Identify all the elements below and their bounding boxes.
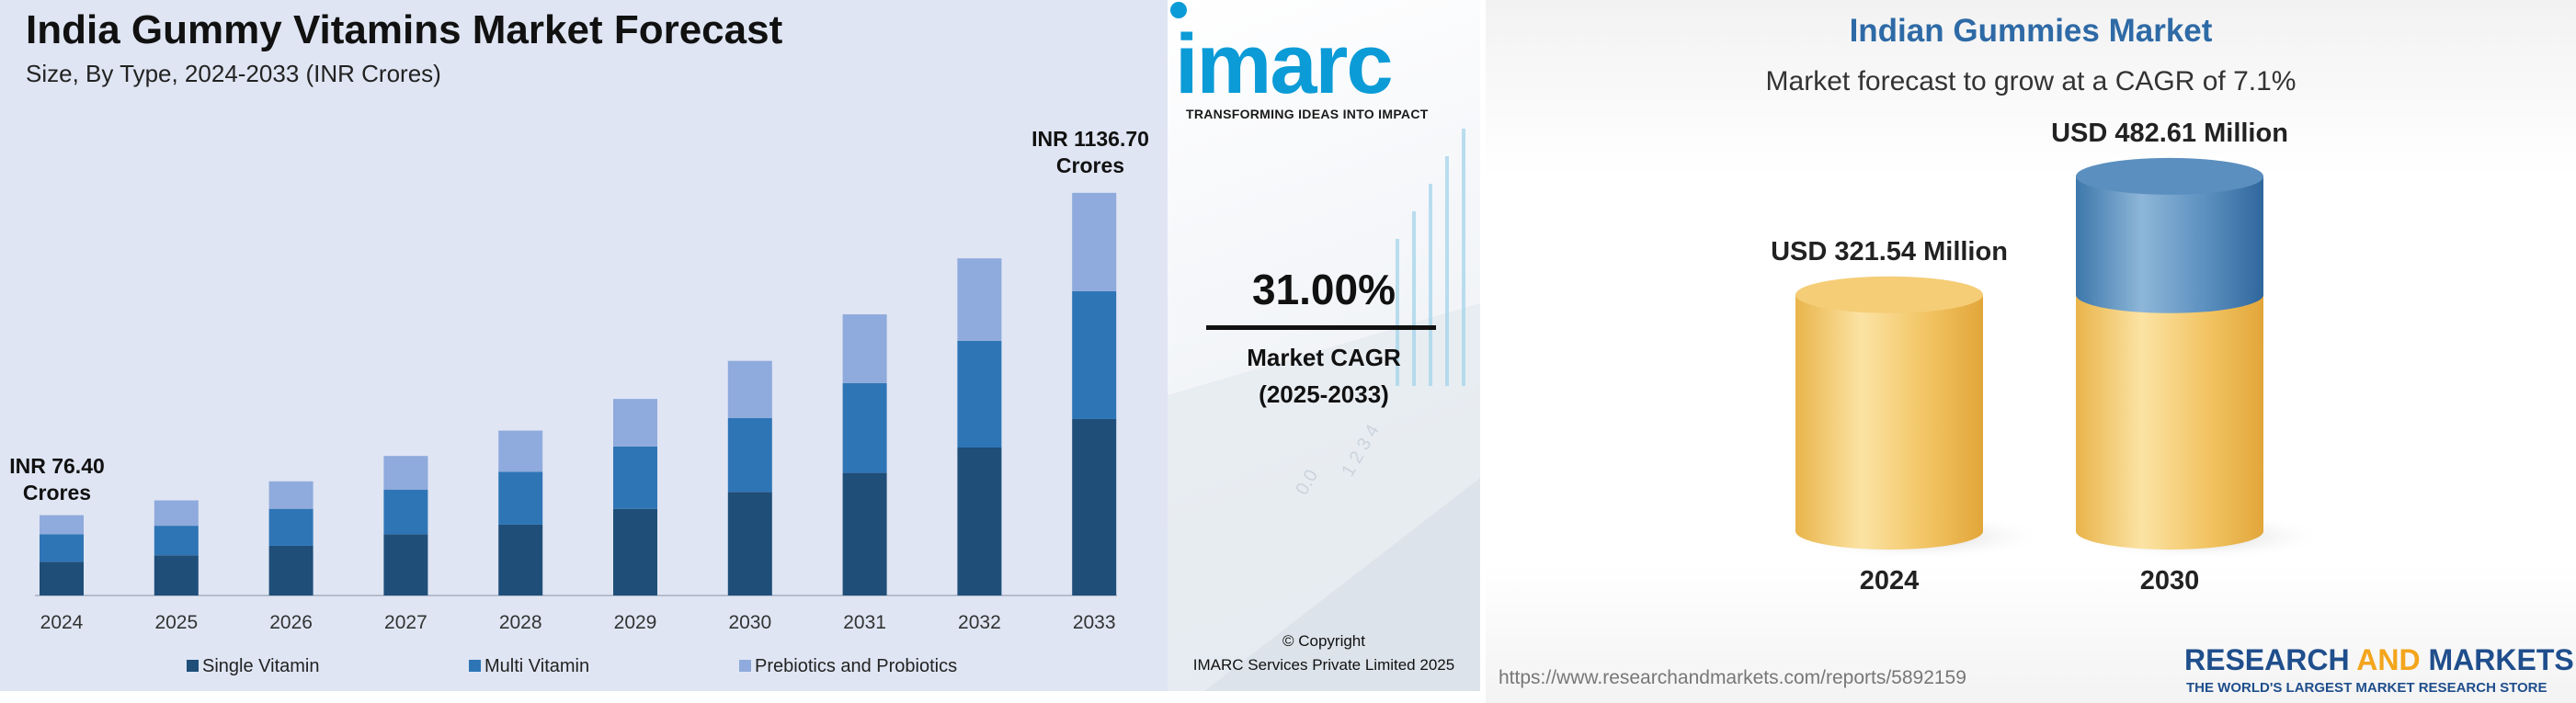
brand-tagline: THE WORLD'S LARGEST MARKET RESEARCH STOR… bbox=[2186, 680, 2548, 696]
legend-swatch-1 bbox=[469, 660, 481, 672]
start-value-callout-line1: INR 76.40 bbox=[9, 454, 105, 478]
bar-2025-series-2 bbox=[154, 500, 199, 527]
bar-2031-series-2 bbox=[842, 314, 887, 383]
x-tick-label: 2031 bbox=[843, 612, 886, 633]
bar-2025-series-1 bbox=[154, 526, 199, 556]
legend-swatch-2 bbox=[739, 660, 751, 672]
bar-2033-series-1 bbox=[1072, 290, 1117, 419]
research-and-markets-logo: RESEARCH AND MARKETS bbox=[2184, 643, 2574, 677]
bar-2033-series-2 bbox=[1072, 192, 1117, 291]
left-panel: India Gummy Vitamins Market Forecast Siz… bbox=[0, 0, 1168, 691]
bar-2026-series-0 bbox=[268, 545, 313, 595]
cagr-value: 31.00% bbox=[1251, 266, 1396, 313]
bar-2033-series-0 bbox=[1072, 418, 1117, 595]
legend-swatch-0 bbox=[187, 660, 199, 672]
bar-2028-series-2 bbox=[498, 430, 543, 472]
bar-2030-series-1 bbox=[727, 417, 772, 493]
x-tick-label: 2026 bbox=[269, 612, 313, 633]
legend-label-1: Multi Vitamin bbox=[484, 656, 589, 676]
bar-2031-series-0 bbox=[842, 472, 887, 595]
bar-2032-series-1 bbox=[957, 340, 1002, 448]
cylinder-top-2024 bbox=[1795, 276, 1983, 313]
year-label-2024: 2024 bbox=[1860, 566, 1920, 595]
imarc-tagline: TRANSFORMING IDEAS INTO IMPACT bbox=[1186, 107, 1429, 121]
x-tick-label: 2028 bbox=[499, 612, 542, 633]
copyright-line1: © Copyright bbox=[1282, 632, 1365, 650]
bar-2028-series-0 bbox=[498, 524, 543, 595]
bar-2031-series-1 bbox=[842, 382, 887, 473]
cagr-label: Market CAGR bbox=[1247, 344, 1401, 371]
x-tick-label: 2024 bbox=[40, 612, 84, 633]
start-value-callout-line2: Crores bbox=[23, 481, 91, 505]
cagr-divider bbox=[1206, 325, 1436, 330]
x-tick-label: 2032 bbox=[958, 612, 1001, 633]
x-tick-label: 2033 bbox=[1073, 612, 1116, 633]
bar-2024-series-2 bbox=[40, 515, 84, 535]
brand-text-and: AND bbox=[2356, 643, 2421, 676]
end-value-callout-line1: INR 1136.70 bbox=[1032, 127, 1149, 151]
bar-2032-series-0 bbox=[957, 448, 1002, 595]
bar-2029-series-1 bbox=[613, 446, 657, 509]
value-label-2030: USD 482.61 Million bbox=[2051, 119, 2288, 148]
legend-label-2: Prebiotics and Probiotics bbox=[755, 656, 957, 676]
bar-2025-series-0 bbox=[154, 555, 199, 595]
bar-2030-series-0 bbox=[727, 492, 772, 595]
right-panel: Indian Gummies Market Market forecast to… bbox=[1486, 0, 2576, 703]
bar-2032-series-2 bbox=[957, 258, 1002, 341]
logo-dot bbox=[1170, 2, 1187, 18]
source-url[interactable]: https://www.researchandmarkets.com/repor… bbox=[1499, 667, 1966, 688]
right-subtitle: Market forecast to grow at a CAGR of 7.1… bbox=[1765, 66, 2297, 96]
decor-background: 0.0 1 2 3 4 bbox=[1168, 129, 1480, 691]
bar-2030-series-2 bbox=[727, 360, 772, 418]
year-label-2030: 2030 bbox=[2140, 566, 2200, 595]
chart-title: India Gummy Vitamins Market Forecast bbox=[26, 7, 783, 52]
bar-2024-series-1 bbox=[40, 534, 84, 562]
bar-2028-series-1 bbox=[498, 471, 543, 525]
x-tick-label: 2025 bbox=[154, 612, 198, 633]
cagr-period: (2025-2033) bbox=[1259, 380, 1389, 408]
cylinder-top-2030 bbox=[2076, 157, 2263, 195]
x-tick-label: 2030 bbox=[728, 612, 771, 633]
bar-2026-series-1 bbox=[268, 508, 313, 546]
x-tick-label: 2029 bbox=[614, 612, 657, 633]
bar-2027-series-1 bbox=[383, 490, 428, 535]
bar-2027-series-2 bbox=[383, 456, 428, 490]
bar-2027-series-0 bbox=[383, 534, 428, 595]
imarc-logo: imarc bbox=[1175, 17, 1393, 111]
end-value-callout-line2: Crores bbox=[1056, 153, 1124, 177]
middle-panel: 0.0 1 2 3 4 imarc TRANSFORMING IDEAS INT… bbox=[1168, 0, 1480, 691]
right-title: Indian Gummies Market bbox=[1849, 13, 2213, 49]
cylinder-base-2024 bbox=[1795, 294, 1983, 550]
value-label-2024: USD 321.54 Million bbox=[1771, 237, 2008, 266]
x-tick-label: 2027 bbox=[384, 612, 427, 633]
cylinder-growth-2030 bbox=[2076, 176, 2263, 313]
bar-2024-series-0 bbox=[40, 561, 84, 595]
brand-text-markets: MARKETS bbox=[2420, 643, 2574, 676]
copyright-line2: IMARC Services Private Limited 2025 bbox=[1192, 656, 1455, 674]
stacked-bar-chart: India Gummy Vitamins Market Forecast Siz… bbox=[9, 7, 1149, 676]
cylinder-chart: USD 321.54 Million 2024 USD 482.61 Million… bbox=[1771, 119, 2328, 595]
cylinder-base-2030 bbox=[2076, 294, 2263, 550]
brand-text-research: RESEARCH bbox=[2184, 643, 2357, 676]
chart-subtitle: Size, By Type, 2024-2033 (INR Crores) bbox=[26, 60, 441, 87]
bar-2029-series-0 bbox=[613, 508, 657, 595]
bar-2029-series-2 bbox=[613, 399, 657, 447]
bar-2026-series-2 bbox=[268, 481, 313, 509]
legend-label-0: Single Vitamin bbox=[202, 656, 319, 676]
